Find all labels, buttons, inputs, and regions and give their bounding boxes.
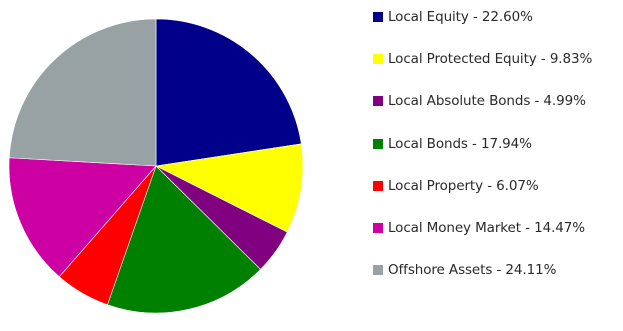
legend-item-offshore-assets: Offshore Assets - 24.11% <box>373 259 556 281</box>
pie-slice-local-equity <box>155 18 302 167</box>
legend-swatch <box>373 138 383 149</box>
legend-swatch <box>373 96 383 107</box>
legend-swatch <box>373 180 383 191</box>
legend-item-local-protected-equity: Local Protected Equity - 9.83% <box>373 48 592 70</box>
legend: Local Equity - 22.60% Local Protected Equ… <box>373 0 623 331</box>
pie-slice-local-money-market <box>8 157 157 278</box>
legend-item-local-money-market: Local Money Market - 14.47% <box>373 217 585 239</box>
pie-slice-local-bonds <box>107 165 261 314</box>
legend-swatch <box>373 265 383 276</box>
legend-item-local-absolute-bonds: Local Absolute Bonds - 4.99% <box>373 90 586 112</box>
legend-swatch <box>373 223 383 233</box>
legend-label: Local Property - 6.07% <box>388 177 539 194</box>
legend-swatch <box>373 12 383 22</box>
pie-slice-local-protected-equity <box>155 143 304 233</box>
legend-label: Local Protected Equity - 9.83% <box>388 51 593 68</box>
legend-label: Local Absolute Bonds - 4.99% <box>388 93 586 110</box>
pie-plot <box>8 18 304 314</box>
legend-item-local-equity: Local Equity - 22.60% <box>373 6 533 28</box>
legend-label: Local Money Market - 14.47% <box>388 220 585 236</box>
legend-swatch <box>373 54 383 65</box>
legend-item-local-property: Local Property - 6.07% <box>373 175 539 197</box>
legend-label: Local Equity - 22.60% <box>388 9 533 25</box>
legend-item-local-bonds: Local Bonds - 17.94% <box>373 133 532 155</box>
legend-label: Local Bonds - 17.94% <box>388 135 532 152</box>
pie-slice-offshore-assets <box>8 18 157 167</box>
legend-label: Offshore Assets - 24.11% <box>388 262 557 279</box>
